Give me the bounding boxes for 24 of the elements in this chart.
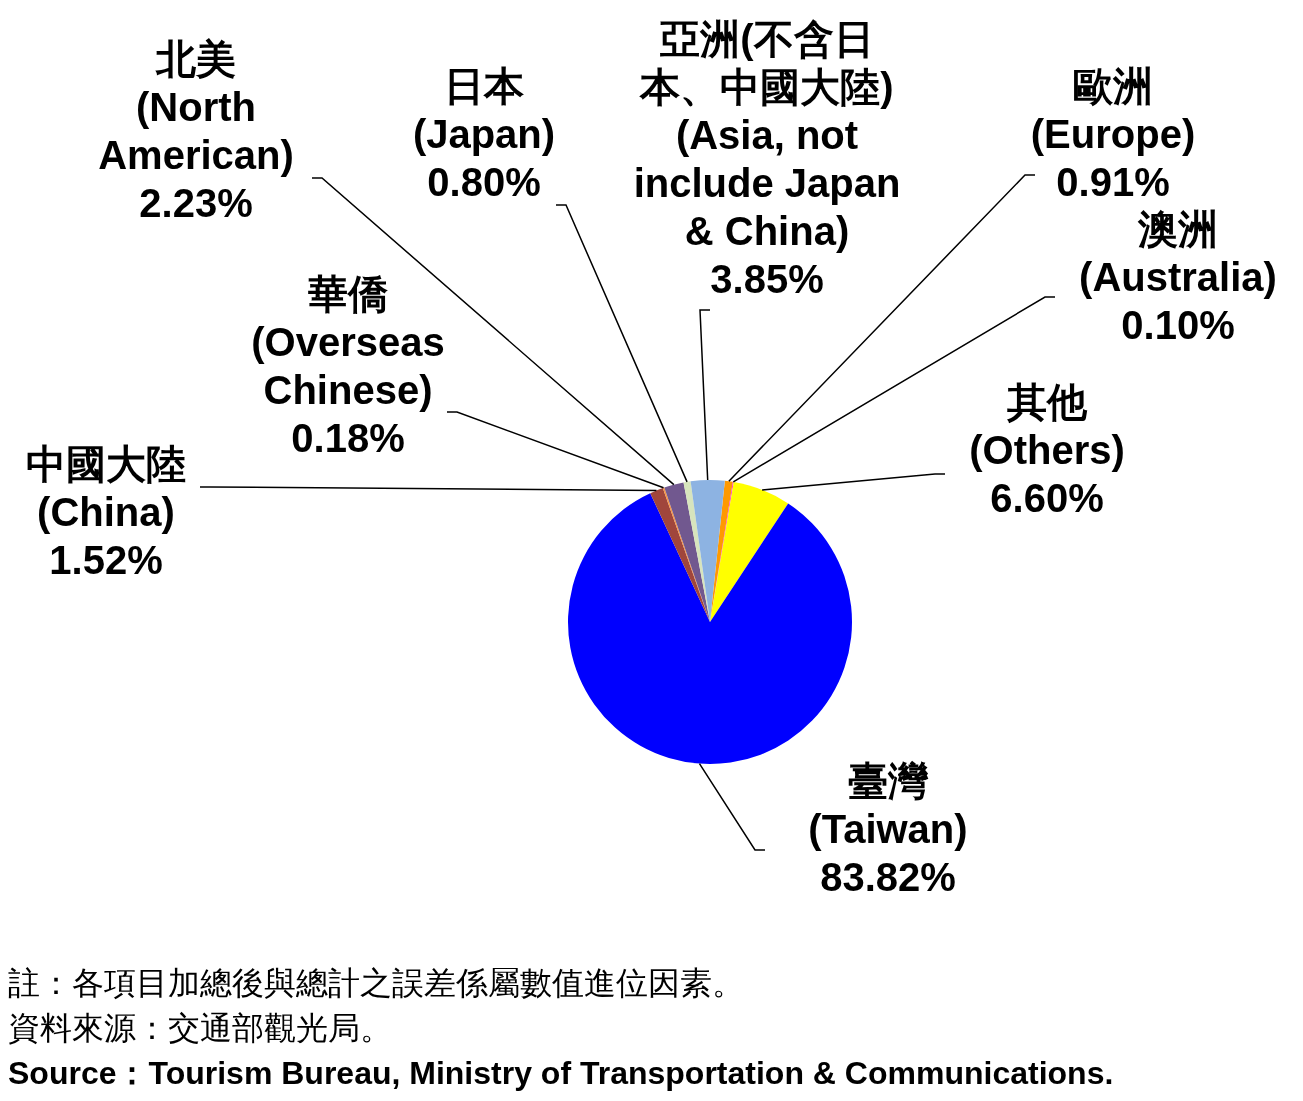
slice-label: 臺灣 (Taiwan) [807, 758, 969, 853]
source-note: 資料來源：交通部觀光局。 [8, 1010, 392, 1046]
pie-slice [683, 481, 710, 622]
slice-label: 中國大陸 (China) [25, 441, 187, 536]
slice-label: 北美 (North American) [97, 36, 295, 179]
pie-slice [650, 488, 710, 622]
data-label: 1.52% [48, 537, 164, 584]
slice-label: 華僑 (Overseas Chinese) [250, 271, 446, 414]
slice-label: 日本 (Japan) [411, 63, 557, 158]
data-label: 6.60% [989, 475, 1105, 522]
data-label: 0.91% [1055, 159, 1171, 206]
data-label: 2.23% [138, 180, 254, 227]
pie-slice [710, 482, 789, 622]
data-label: 83.82% [819, 854, 957, 901]
slice-label: 其他 (Others) [968, 379, 1126, 474]
slice-label: 澳洲 (Australia) [1078, 206, 1278, 301]
slice-label: 亞洲(不含日本、中國大陸) (Asia, not include Japan & China) [632, 16, 902, 255]
data-label: 3.85% [709, 256, 825, 303]
slice-label: 歐洲 (Europe) [1029, 63, 1197, 158]
data-label: 0.10% [1120, 302, 1236, 349]
source-note: Source：Tourism Bureau, Ministry of Transportation & Communications. [8, 1055, 1114, 1091]
data-label: 0.80% [426, 159, 542, 206]
data-label: 0.18% [290, 415, 406, 462]
text: 註：各項目加總後與總計之誤差係屬數值進位因素。 [8, 965, 744, 1001]
